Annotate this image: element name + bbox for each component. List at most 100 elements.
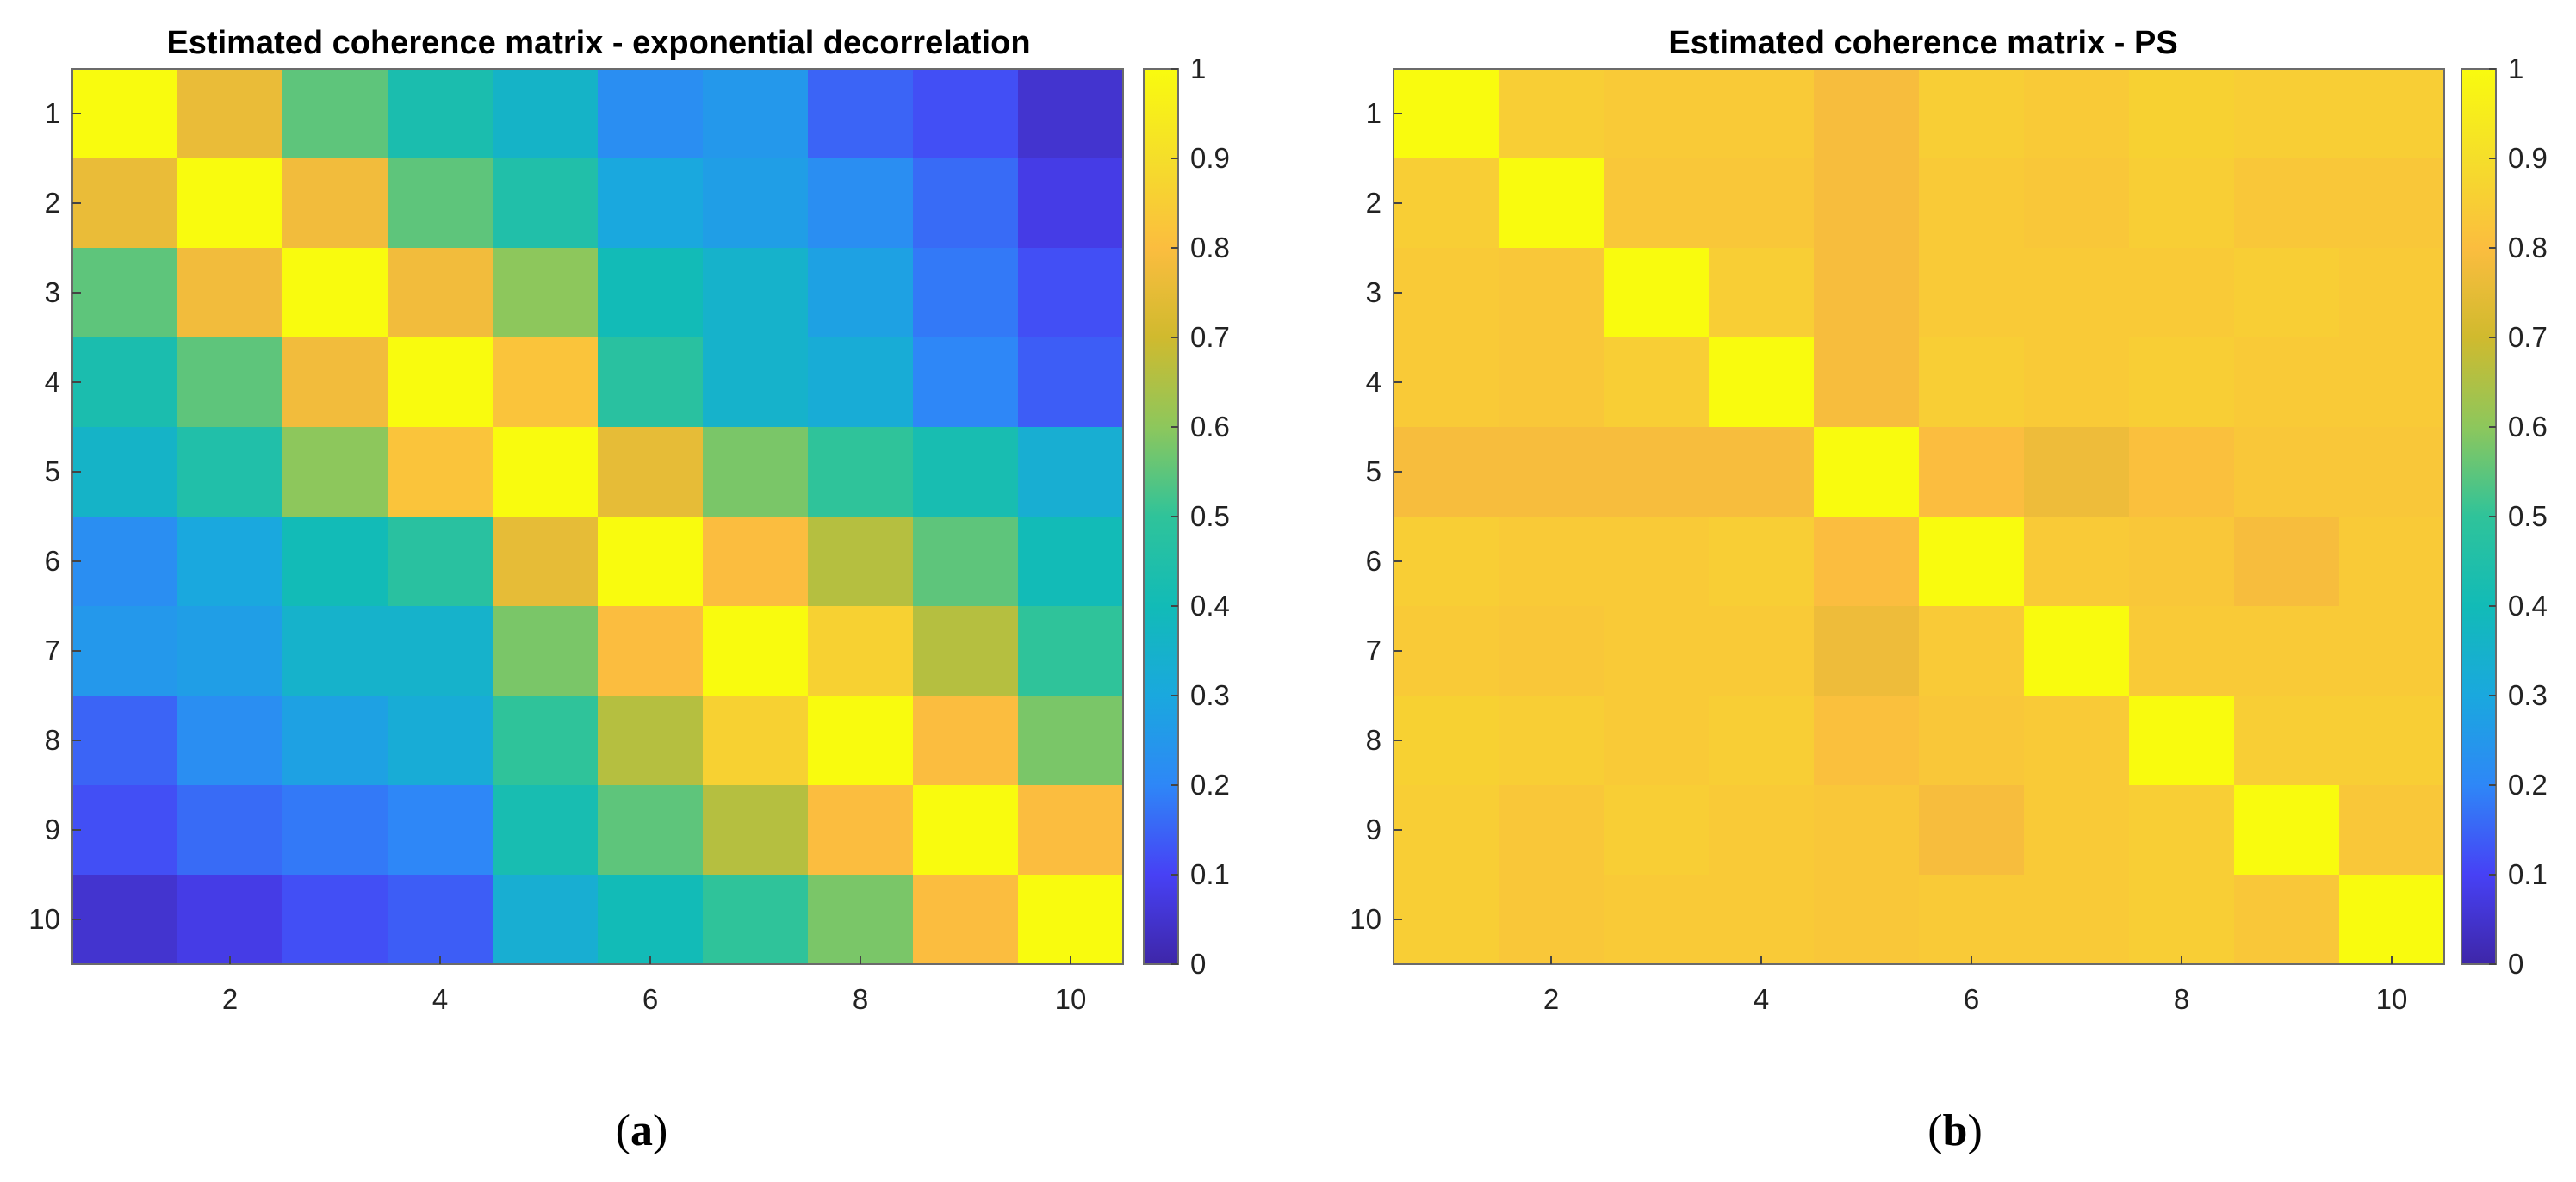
chart-b-cell-r6-c10 (2339, 517, 2445, 607)
chart-a-cell-r2-c5 (493, 158, 599, 249)
chart-b-cell-r2-c9 (2234, 158, 2340, 249)
chart-a-y-tick-label: 3 (45, 276, 60, 308)
chart-b-cell-r4-c4 (1709, 337, 1815, 428)
chart-a-cell-r5-c8 (808, 427, 914, 517)
chart-b-y-tick-label: 9 (1366, 814, 1381, 845)
chart-b-cell-r5-c1 (1394, 427, 1499, 517)
chart-b-cell-r5-c10 (2339, 427, 2445, 517)
chart-a-colorbar-tick-label: 1 (1190, 53, 1206, 84)
chart-a-cell-r6-c4 (388, 517, 493, 607)
chart-b-cell-r7-c1 (1394, 606, 1499, 696)
chart-b-cell-r2-c7 (2024, 158, 2130, 249)
chart-a-y-tick-label: 5 (45, 455, 60, 487)
chart-b-cell-r7-c3 (1604, 606, 1710, 696)
chart-b: Estimated coherence matrix - PS 1 2 3 4 5 6 7 8… (1350, 25, 2548, 1155)
chart-b-cell-r3-c2 (1499, 248, 1605, 338)
chart-a-colorbar-tick-label: 0.2 (1190, 769, 1230, 801)
chart-a-cell-r8-c4 (388, 696, 493, 786)
chart-a-cell-r1-c7 (703, 69, 809, 159)
chart-a-cell-r7-c1 (72, 606, 178, 696)
chart-a-cell-r10-c7 (703, 875, 809, 965)
chart-a-colorbar-ticks: 0 0.1 0.2 0.3 0.4 0.5 0.6 0.7 0.8 0.9 1 (1171, 53, 1230, 980)
chart-b-cell-r8-c10 (2339, 696, 2445, 786)
chart-b-cell-r10-c5 (1814, 875, 1920, 965)
chart-a-cell-r2-c3 (282, 158, 388, 249)
chart-a-cell-r2-c9 (913, 158, 1019, 249)
chart-b-x-tick-label: 4 (1754, 983, 1769, 1015)
chart-b-cell-r6-c1 (1394, 517, 1499, 607)
chart-b-cell-r1-c3 (1604, 69, 1710, 159)
chart-b-cell-r2-c8 (2129, 158, 2235, 249)
chart-b-cell-r8-c5 (1814, 696, 1920, 786)
chart-b-cell-r1-c6 (1919, 69, 2025, 159)
chart-b-cell-r7-c9 (2234, 606, 2340, 696)
chart-a-cell-r8-c5 (493, 696, 599, 786)
chart-a-cell-r5-c10 (1018, 427, 1124, 517)
chart-b-colorbar-tick-label: 0.5 (2508, 500, 2548, 532)
chart-a-cell-r4-c4 (388, 337, 493, 428)
chart-a-cell-r10-c5 (493, 875, 599, 965)
chart-b-cell-r9-c4 (1709, 785, 1815, 876)
chart-b-cell-r3-c9 (2234, 248, 2340, 338)
chart-a-cell-r7-c9 (913, 606, 1019, 696)
chart-b-colorbar-tick-label: 0.7 (2508, 321, 2548, 353)
chart-b-y-tick-label: 8 (1366, 724, 1381, 756)
chart-b-cell-r7-c10 (2339, 606, 2445, 696)
chart-a-cell-r6-c8 (808, 517, 914, 607)
chart-b-cell-r4-c9 (2234, 337, 2340, 428)
chart-b-cell-r5-c3 (1604, 427, 1710, 517)
chart-a-y-tick-label: 10 (28, 903, 60, 935)
chart-a-cell-r7-c10 (1018, 606, 1124, 696)
chart-b-x-ticks: 2 4 6 8 10 (1543, 956, 2407, 1015)
chart-a-cell-r5-c1 (72, 427, 178, 517)
chart-b-cell-r10-c2 (1499, 875, 1605, 965)
chart-a-colorbar-tick-label: 0.6 (1190, 411, 1230, 442)
chart-a-cell-r8-c7 (703, 696, 809, 786)
chart-a-cell-r1-c1 (72, 69, 178, 159)
chart-a-cell-r4-c3 (282, 337, 388, 428)
chart-b-cell-r4-c10 (2339, 337, 2445, 428)
chart-b-cell-r3-c10 (2339, 248, 2445, 338)
chart-a-cell-r1-c6 (598, 69, 704, 159)
chart-a-cell-r8-c10 (1018, 696, 1124, 786)
chart-a-cell-r3-c5 (493, 248, 599, 338)
chart-b-y-tick-label: 2 (1366, 187, 1381, 219)
chart-a-cell-r6-c1 (72, 517, 178, 607)
chart-a-cell-r1-c5 (493, 69, 599, 159)
chart-a-cell-r8-c8 (808, 696, 914, 786)
chart-b-cell-r9-c3 (1604, 785, 1710, 876)
chart-b-colorbar-tick-label: 0.4 (2508, 590, 2548, 622)
chart-b-cell-r3-c3 (1604, 248, 1710, 338)
chart-b-cell-r4-c5 (1814, 337, 1920, 428)
chart-a-cell-r5-c2 (177, 427, 283, 517)
chart-a-cell-r5-c6 (598, 427, 704, 517)
chart-a-cell-r10-c10 (1018, 875, 1124, 965)
chart-a-x-tick-label: 10 (1055, 983, 1087, 1015)
chart-a-cell-r8-c1 (72, 696, 178, 786)
chart-a-cell-r5-c3 (282, 427, 388, 517)
chart-a-axes-box (71, 68, 1124, 965)
chart-a-y-tick-label: 8 (45, 724, 60, 756)
chart-b-colorbar-tick-label: 1 (2508, 53, 2523, 84)
chart-b-y-ticks: 1 2 3 4 5 6 7 8 9 10 (1350, 97, 1402, 935)
chart-a-cell-r3-c8 (808, 248, 914, 338)
chart-a-x-tick-label: 8 (853, 983, 868, 1015)
chart-a-colorbar-tick-label: 0.3 (1190, 679, 1230, 711)
chart-a-cell-r8-c6 (598, 696, 704, 786)
chart-b-cell-r1-c1 (1394, 69, 1499, 159)
chart-a-cell-r10-c2 (177, 875, 283, 965)
chart-b-cell-r6-c5 (1814, 517, 1920, 607)
chart-a-cell-r4-c5 (493, 337, 599, 428)
chart-a-cell-r4-c9 (913, 337, 1019, 428)
chart-a-cell-r2-c8 (808, 158, 914, 249)
chart-b-cell-r1-c10 (2339, 69, 2445, 159)
chart-b-y-tick-label: 4 (1366, 366, 1381, 398)
chart-a-cell-r1-c10 (1018, 69, 1124, 159)
chart-b-colorbar-ticks: 0 0.1 0.2 0.3 0.4 0.5 0.6 0.7 0.8 0.9 1 (2489, 53, 2548, 980)
chart-a-cell-r9-c1 (72, 785, 178, 876)
chart-b-cell-r6-c6 (1919, 517, 2025, 607)
chart-b-cell-r9-c7 (2024, 785, 2130, 876)
chart-a-cell-r5-c4 (388, 427, 493, 517)
chart-b-cell-r9-c8 (2129, 785, 2235, 876)
chart-a-cell-r3-c6 (598, 248, 704, 338)
